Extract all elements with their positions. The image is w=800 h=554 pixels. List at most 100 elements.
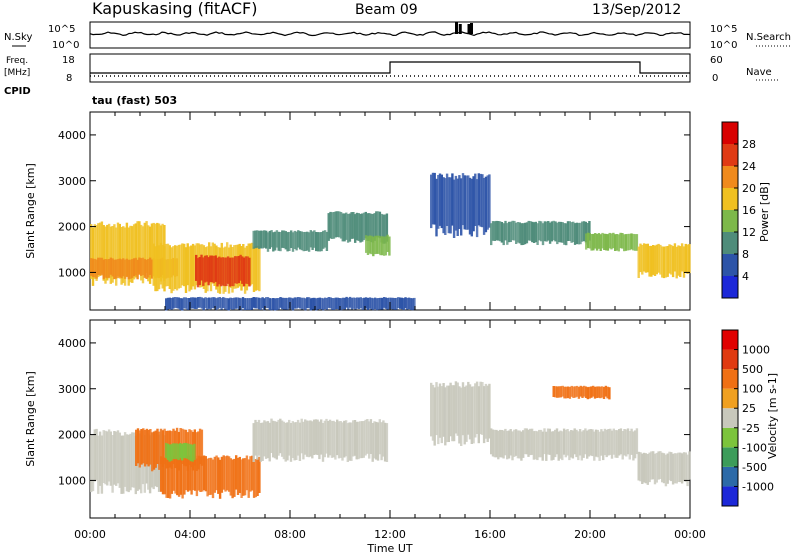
heatmap-cell [191,297,195,309]
heatmap-cell [500,430,504,458]
heatmap-cell [520,223,523,246]
heatmap-cell [222,297,225,308]
velocity-y-ticks: 1000 2000 3000 4000 [58,337,690,487]
heatmap-cell [623,234,626,252]
heatmap-cell [657,451,660,480]
heatmap-cell [193,245,197,290]
heatmap-cell [661,452,664,483]
heatmap-cell [206,297,209,310]
heatmap-cell [228,257,232,287]
heatmap-cell [175,297,179,309]
heatmap-cell [106,431,109,486]
heatmap-cell [511,431,514,461]
heatmap-cell [261,297,264,309]
heatmap-cell [258,456,261,493]
heatmap-cell [568,386,572,399]
heatmap-cell [254,459,257,498]
heatmap-cell [585,233,588,250]
heatmap-cell [646,243,649,273]
power-colorbar-tick-label: 16 [742,204,756,217]
power-colorbar-swatch [722,188,738,210]
heatmap-cell [211,255,214,283]
heatmap-cell [177,458,181,497]
heatmap-cell [320,297,323,310]
heatmap-cell [547,221,550,241]
heatmap-cell [525,222,529,244]
x-tick-label: 20:00 [574,528,606,541]
heatmap-cell [609,428,612,455]
heatmap-cell [195,297,198,309]
heatmap-cell [635,234,639,251]
x-axis-tick-labels: 00:00 04:00 08:00 12:00 16:00 20:00 00:00 [74,528,706,541]
heatmap-cell [309,230,312,248]
heatmap-cell [240,298,243,311]
heatmap-cell [138,257,141,275]
heatmap-cell [666,246,669,277]
heatmap-cell [161,430,164,467]
heatmap-cell [198,257,201,286]
heatmap-cell [402,298,405,311]
heatmap-cell [289,423,293,462]
heatmap-cell [575,385,579,397]
heatmap-cell [369,213,373,242]
heatmap-cell [336,211,339,238]
heatmap-cell [442,177,445,234]
heatmap-cell [498,429,502,458]
heatmap-cell [122,435,125,494]
velocity-y-tick-label: 1000 [58,474,86,487]
heatmap-cell [456,382,459,436]
heatmap-cell [588,221,591,241]
heatmap-cell [467,381,470,435]
heatmap-cell [385,423,389,462]
heatmap-cell [259,423,262,462]
heatmap-cell [482,178,486,235]
heatmap-cell [163,246,166,292]
heatmap-cell [391,297,395,310]
heatmap-cell [181,459,184,499]
heatmap-cell [579,222,582,245]
heatmap-cell [378,211,382,239]
heatmap-cell [268,230,271,249]
heatmap-cell [140,224,143,281]
heatmap-cell [213,297,216,309]
heatmap-cell [445,385,449,443]
heatmap-cell [584,221,587,243]
heatmap-cell [293,297,296,309]
heatmap-cell [202,257,205,286]
heatmap-cell [355,212,359,241]
heatmap-cell [509,429,512,456]
heatmap-cell [684,243,687,273]
heatmap-cell [91,227,95,286]
heatmap-cell [577,386,581,399]
heatmap-cell [273,421,277,459]
heatmap-cell [341,297,345,310]
heatmap-cell [209,297,212,310]
heatmap-cell [91,434,95,492]
heatmap-cell [328,419,332,456]
heatmap-cell [197,455,200,491]
heatmap-cell [562,428,566,455]
heatmap-cell [359,213,362,243]
heatmap-cell [670,452,673,482]
heatmap-cell [502,223,505,246]
heatmap-cell [659,244,662,275]
heatmap-cell [166,297,170,310]
heatmap-cell [603,233,606,250]
heatmap-cell [493,429,496,458]
heatmap-cell [320,232,323,252]
heatmap-cell [454,381,458,434]
heatmap-cell [304,231,307,251]
heatmap-cell [175,245,179,291]
heatmap-cell [623,429,626,456]
heatmap-cell [595,386,598,398]
heatmap-cell [397,297,400,308]
x-tick-label: 08:00 [274,528,306,541]
heatmap-cell [190,457,193,495]
heatmap-cell [451,173,454,226]
heatmap-cell [230,257,233,287]
heatmap-cell [165,298,168,311]
heatmap-cell [384,236,387,256]
heatmap-cell [316,419,319,455]
heatmap-cell [652,245,655,275]
x-tick-label: 16:00 [474,528,506,541]
